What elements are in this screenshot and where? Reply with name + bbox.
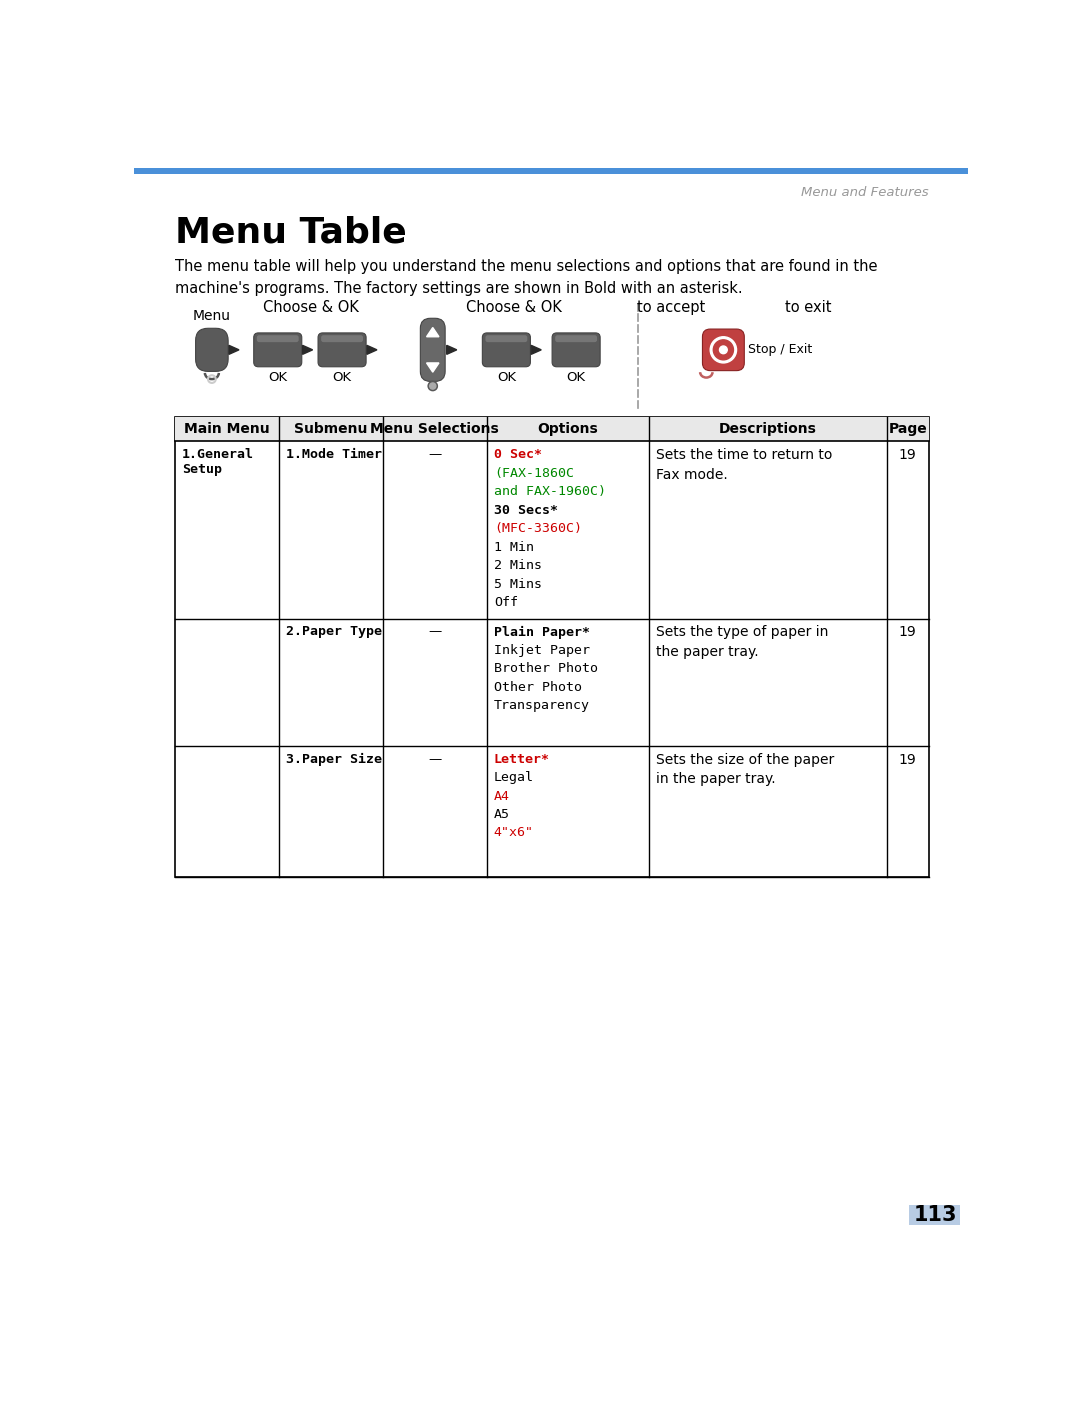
FancyBboxPatch shape bbox=[553, 333, 600, 367]
Polygon shape bbox=[302, 345, 313, 354]
Circle shape bbox=[711, 336, 736, 363]
Text: 19: 19 bbox=[899, 448, 917, 462]
Circle shape bbox=[719, 346, 728, 353]
Text: Menu Table: Menu Table bbox=[174, 216, 406, 249]
FancyBboxPatch shape bbox=[702, 329, 744, 371]
Text: OK: OK bbox=[332, 371, 352, 384]
Polygon shape bbox=[427, 363, 439, 373]
Text: 2 Mins: 2 Mins bbox=[493, 559, 542, 572]
FancyBboxPatch shape bbox=[486, 335, 528, 342]
Bar bbox=[174, 417, 929, 441]
Text: Submenu: Submenu bbox=[295, 422, 368, 436]
Text: 30 Secs*: 30 Secs* bbox=[493, 504, 558, 517]
Polygon shape bbox=[367, 345, 377, 354]
Text: Legal: Legal bbox=[493, 771, 534, 785]
Bar bbox=[909, 1205, 960, 1226]
Text: Sets the size of the paper
in the paper tray.: Sets the size of the paper in the paper … bbox=[656, 752, 834, 786]
Text: 1 Min: 1 Min bbox=[493, 541, 534, 553]
Polygon shape bbox=[427, 328, 439, 336]
FancyBboxPatch shape bbox=[420, 318, 445, 381]
Text: 19: 19 bbox=[899, 752, 917, 766]
Circle shape bbox=[428, 381, 438, 391]
Text: A4: A4 bbox=[493, 790, 510, 803]
Text: Page: Page bbox=[888, 422, 927, 436]
Text: Sets the type of paper in
the paper tray.: Sets the type of paper in the paper tray… bbox=[656, 625, 829, 658]
Text: Letter*: Letter* bbox=[493, 752, 549, 765]
FancyBboxPatch shape bbox=[196, 328, 228, 371]
FancyBboxPatch shape bbox=[318, 333, 367, 367]
Text: Plain Paper*: Plain Paper* bbox=[493, 625, 590, 639]
Text: Descriptions: Descriptions bbox=[719, 422, 817, 436]
FancyBboxPatch shape bbox=[483, 333, 530, 367]
Text: 113: 113 bbox=[914, 1205, 958, 1226]
FancyBboxPatch shape bbox=[257, 335, 299, 342]
Text: Menu and Features: Menu and Features bbox=[801, 186, 929, 199]
Text: Menu: Menu bbox=[192, 308, 231, 322]
Polygon shape bbox=[447, 345, 457, 354]
Text: OK: OK bbox=[567, 371, 586, 384]
Text: 0 Sec*: 0 Sec* bbox=[493, 448, 542, 461]
Text: 1.General
Setup: 1.General Setup bbox=[182, 448, 254, 476]
Text: to exit: to exit bbox=[786, 300, 832, 315]
Bar bbox=[134, 168, 968, 174]
Text: (MFC-3360C): (MFC-3360C) bbox=[493, 523, 582, 535]
Text: to accept: to accept bbox=[637, 300, 705, 315]
Text: 2.Paper Type: 2.Paper Type bbox=[286, 625, 382, 639]
Text: Off: Off bbox=[493, 597, 518, 609]
Text: 19: 19 bbox=[899, 625, 917, 639]
Text: Transparency: Transparency bbox=[493, 699, 590, 713]
Text: Other Photo: Other Photo bbox=[493, 681, 582, 693]
Circle shape bbox=[714, 340, 733, 360]
Text: 4"x6": 4"x6" bbox=[493, 827, 534, 839]
Text: Sets the time to return to
Fax mode.: Sets the time to return to Fax mode. bbox=[656, 448, 832, 482]
Text: Options: Options bbox=[538, 422, 599, 436]
Text: 3.Paper Size: 3.Paper Size bbox=[286, 752, 382, 765]
Text: Inkjet Paper: Inkjet Paper bbox=[493, 644, 590, 657]
Text: Choose & OK: Choose & OK bbox=[467, 300, 562, 315]
Text: (FAX-1860C: (FAX-1860C bbox=[493, 467, 574, 481]
Text: —: — bbox=[428, 625, 442, 639]
Text: A5: A5 bbox=[493, 808, 510, 821]
Text: Main Menu: Main Menu bbox=[184, 422, 270, 436]
FancyBboxPatch shape bbox=[321, 335, 363, 342]
Text: The menu table will help you understand the menu selections and options that are: The menu table will help you understand … bbox=[174, 259, 877, 296]
FancyBboxPatch shape bbox=[555, 335, 597, 342]
FancyBboxPatch shape bbox=[254, 333, 302, 367]
Text: and FAX-1960C): and FAX-1960C) bbox=[493, 485, 606, 499]
Text: OK: OK bbox=[497, 371, 516, 384]
Text: 1.Mode Timer: 1.Mode Timer bbox=[286, 448, 382, 461]
Text: Menu Selections: Menu Selections bbox=[371, 422, 499, 436]
Text: Stop / Exit: Stop / Exit bbox=[748, 343, 813, 356]
Polygon shape bbox=[531, 345, 541, 354]
Circle shape bbox=[430, 382, 435, 389]
Text: Choose & OK: Choose & OK bbox=[263, 300, 359, 315]
Text: —: — bbox=[428, 448, 442, 461]
Polygon shape bbox=[229, 345, 239, 354]
Text: Brother Photo: Brother Photo bbox=[493, 663, 598, 675]
Text: 5 Mins: 5 Mins bbox=[493, 577, 542, 591]
Text: OK: OK bbox=[268, 371, 287, 384]
Text: —: — bbox=[428, 752, 442, 765]
Bar bbox=[174, 417, 929, 877]
